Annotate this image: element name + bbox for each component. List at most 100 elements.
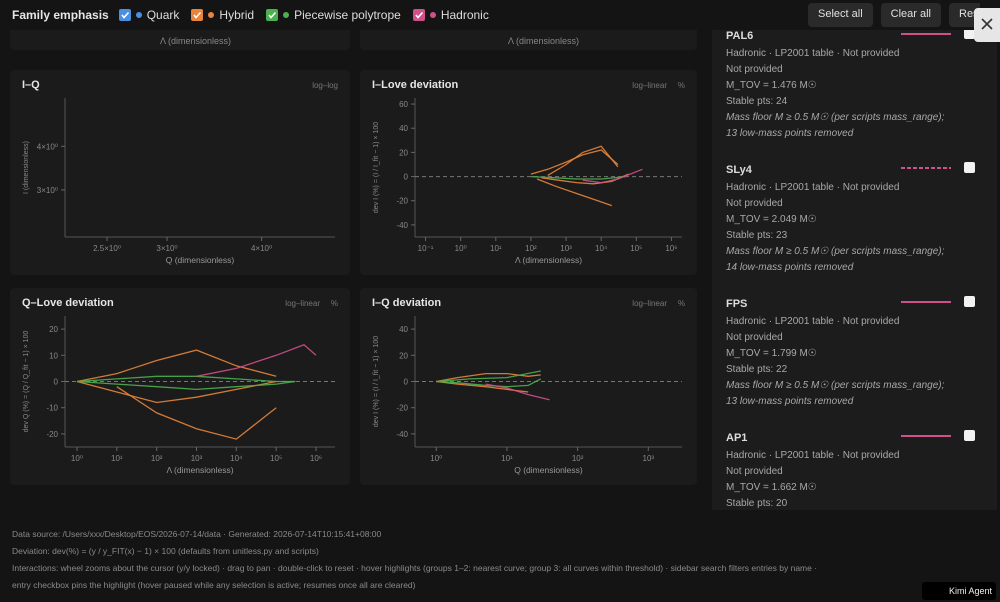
entry-note: Mass floor M ≥ 0.5 M☉ (per scripts mass_… (726, 112, 945, 123)
close-icon (981, 18, 993, 30)
entry-detail: Stable pts: 24 (726, 96, 788, 107)
close-button[interactable] (974, 8, 1000, 42)
family-label: Hybrid (219, 8, 255, 22)
y-axis-label: dev I (%) = (I / I_fit − 1) × 100 (373, 336, 380, 427)
x-tick-label: 10⁶ (665, 244, 677, 253)
x-tick-label: 2.5×10⁰ (93, 244, 121, 253)
chart: Q–Love deviation log–linear % 10⁰ 10¹ 10² 10³ 1… (22, 297, 338, 475)
y-axis-label: I (dimensionless) (23, 141, 30, 194)
family-label: Piecewise polytrope (294, 8, 401, 22)
x-tick-label: 10⁵ (270, 454, 282, 463)
family-label: Hadronic (440, 8, 489, 22)
family-toggle[interactable]: Piecewise polytrope (266, 8, 401, 22)
entry-detail: Not provided (726, 64, 783, 75)
scale-note: log–linear (285, 299, 320, 308)
x-tick-label: 10² (151, 454, 163, 463)
entry-detail: Stable pts: 23 (726, 230, 788, 241)
entry-detail: Hadronic · LP2001 table · Not provided (726, 450, 900, 461)
x-tick-label: 10³ (191, 454, 203, 463)
footer-line: Deviation: dev(%) = (y / y_FIT(x) − 1) ×… (12, 546, 319, 556)
entry-detail: M_TOV = 1.662 M☉ (726, 482, 817, 493)
footer-line: Data source: /Users/xxx/Desktop/EOS/2026… (12, 529, 382, 539)
color-dot (208, 12, 215, 18)
x-tick-label: 10⁰ (71, 454, 83, 463)
eos-entry[interactable]: SLy4 Hadronic · LP2001 table · Not provid… (726, 156, 988, 290)
checkbox[interactable] (964, 430, 975, 441)
chart: I–Love deviation log–linear % 10⁻¹ 10⁰ 10¹ 10²… (372, 79, 685, 265)
chart-panel: I–Q deviation log–linear% 10⁰ 10¹ 10² 10³ 40 20… (360, 288, 697, 485)
x-tick-label: 10¹ (501, 454, 513, 463)
curve (196, 344, 317, 377)
unit-note: % (331, 299, 338, 308)
color-dot (283, 12, 290, 18)
y-tick-label: 0 (54, 378, 59, 387)
entry-detail: Hadronic · LP2001 table · Not provided (726, 48, 900, 59)
line-swatch (901, 435, 951, 437)
entry-detail: M_TOV = 1.799 M☉ (726, 348, 817, 359)
family-label: Quark (146, 8, 180, 22)
y-tick-label: 10 (49, 351, 58, 360)
check (415, 11, 423, 19)
check-icon (268, 11, 277, 19)
y-tick-label: -10 (46, 404, 58, 413)
checkbox[interactable] (964, 162, 975, 173)
entry-list: PAL6 Hadronic · LP2001 table · Not provid… (726, 30, 988, 510)
footer: Data source: /Users/xxx/Desktop/EOS/2026… (12, 526, 992, 594)
axis-label: Λ (dimensionless) (160, 36, 232, 46)
entry-detail: Stable pts: 22 (726, 364, 788, 375)
x-axis-label: Q (dimensionless) (166, 255, 235, 265)
button[interactable]: Clear all (880, 3, 941, 27)
family-toggle[interactable]: Quark (118, 8, 180, 22)
curve (76, 349, 277, 383)
checkbox[interactable] (964, 30, 975, 39)
checkbox[interactable] (964, 296, 975, 307)
y-tick-label: 0 (404, 378, 409, 387)
y-axis-label: dev Q (%) = (Q / Q_fit − 1) × 100 (23, 331, 30, 433)
entry-detail: Not provided (726, 332, 783, 343)
y-tick-label: -20 (46, 430, 58, 439)
entry-detail: M_TOV = 1.476 M☉ (726, 80, 817, 91)
scale-note: log–log (312, 81, 338, 90)
x-tick-label: 10⁻¹ (418, 244, 434, 253)
entry-detail: Hadronic · LP2001 table · Not provided (726, 316, 900, 327)
checkbox (266, 9, 279, 21)
chart-title: I–Q deviation (372, 297, 441, 309)
chart-title: I–Q (22, 79, 40, 91)
chart-title: I–Love deviation (372, 79, 458, 91)
x-axis-label: Λ (dimensionless) (166, 465, 233, 475)
family-toggle[interactable]: Hybrid (191, 8, 254, 22)
y-tick-label: -40 (396, 430, 408, 439)
x-tick-label: 3×10⁰ (156, 244, 177, 253)
y-tick-label: 40 (399, 325, 408, 334)
eos-entry[interactable]: PAL6 Hadronic · LP2001 table · Not provid… (726, 30, 988, 156)
footer-line: entry checkbox pins the highlight (hover… (12, 580, 416, 590)
line-swatch (901, 167, 951, 169)
curve (76, 380, 277, 404)
x-tick-label: 10⁴ (595, 244, 608, 253)
y-tick-label: 60 (399, 100, 408, 109)
eos-entry[interactable]: FPS Hadronic · LP2001 table · Not provide… (726, 290, 988, 424)
check-icon (415, 11, 423, 19)
x-tick-label: 10³ (643, 454, 655, 463)
chart: I–Q log–log 2.5×10⁰ 3×10⁰ 4×10⁰ 3×10⁰ 4×10⁰ Q (… (22, 79, 338, 265)
scale-note: log–linear (632, 81, 667, 90)
y-tick-label: -20 (396, 404, 408, 413)
y-tick-label: 4×10⁰ (37, 142, 58, 151)
check (121, 11, 129, 19)
entry-detail: Not provided (726, 198, 783, 209)
curve (536, 178, 613, 207)
sidebar: PAL6 Hadronic · LP2001 table · Not provid… (712, 30, 997, 510)
curve (436, 372, 541, 383)
x-axis-label: Λ (dimensionless) (515, 255, 582, 265)
y-tick-label: 0 (404, 173, 409, 182)
eos-entry[interactable]: AP1 Hadronic · LP2001 table · Not provide… (726, 424, 988, 510)
check-icon (121, 11, 129, 19)
entry-detail: M_TOV = 2.049 M☉ (726, 214, 817, 225)
button[interactable]: Select all (808, 3, 873, 27)
y-tick-label: 3×10⁰ (37, 186, 58, 195)
badge: Kimi Agent (922, 582, 996, 600)
family-toggle[interactable]: Hadronic (412, 8, 489, 22)
chart-panel: I–Q log–log 2.5×10⁰ 3×10⁰ 4×10⁰ 3×10⁰ 4×10⁰ Q (… (10, 70, 350, 275)
x-tick-label: 10¹ (490, 244, 502, 253)
